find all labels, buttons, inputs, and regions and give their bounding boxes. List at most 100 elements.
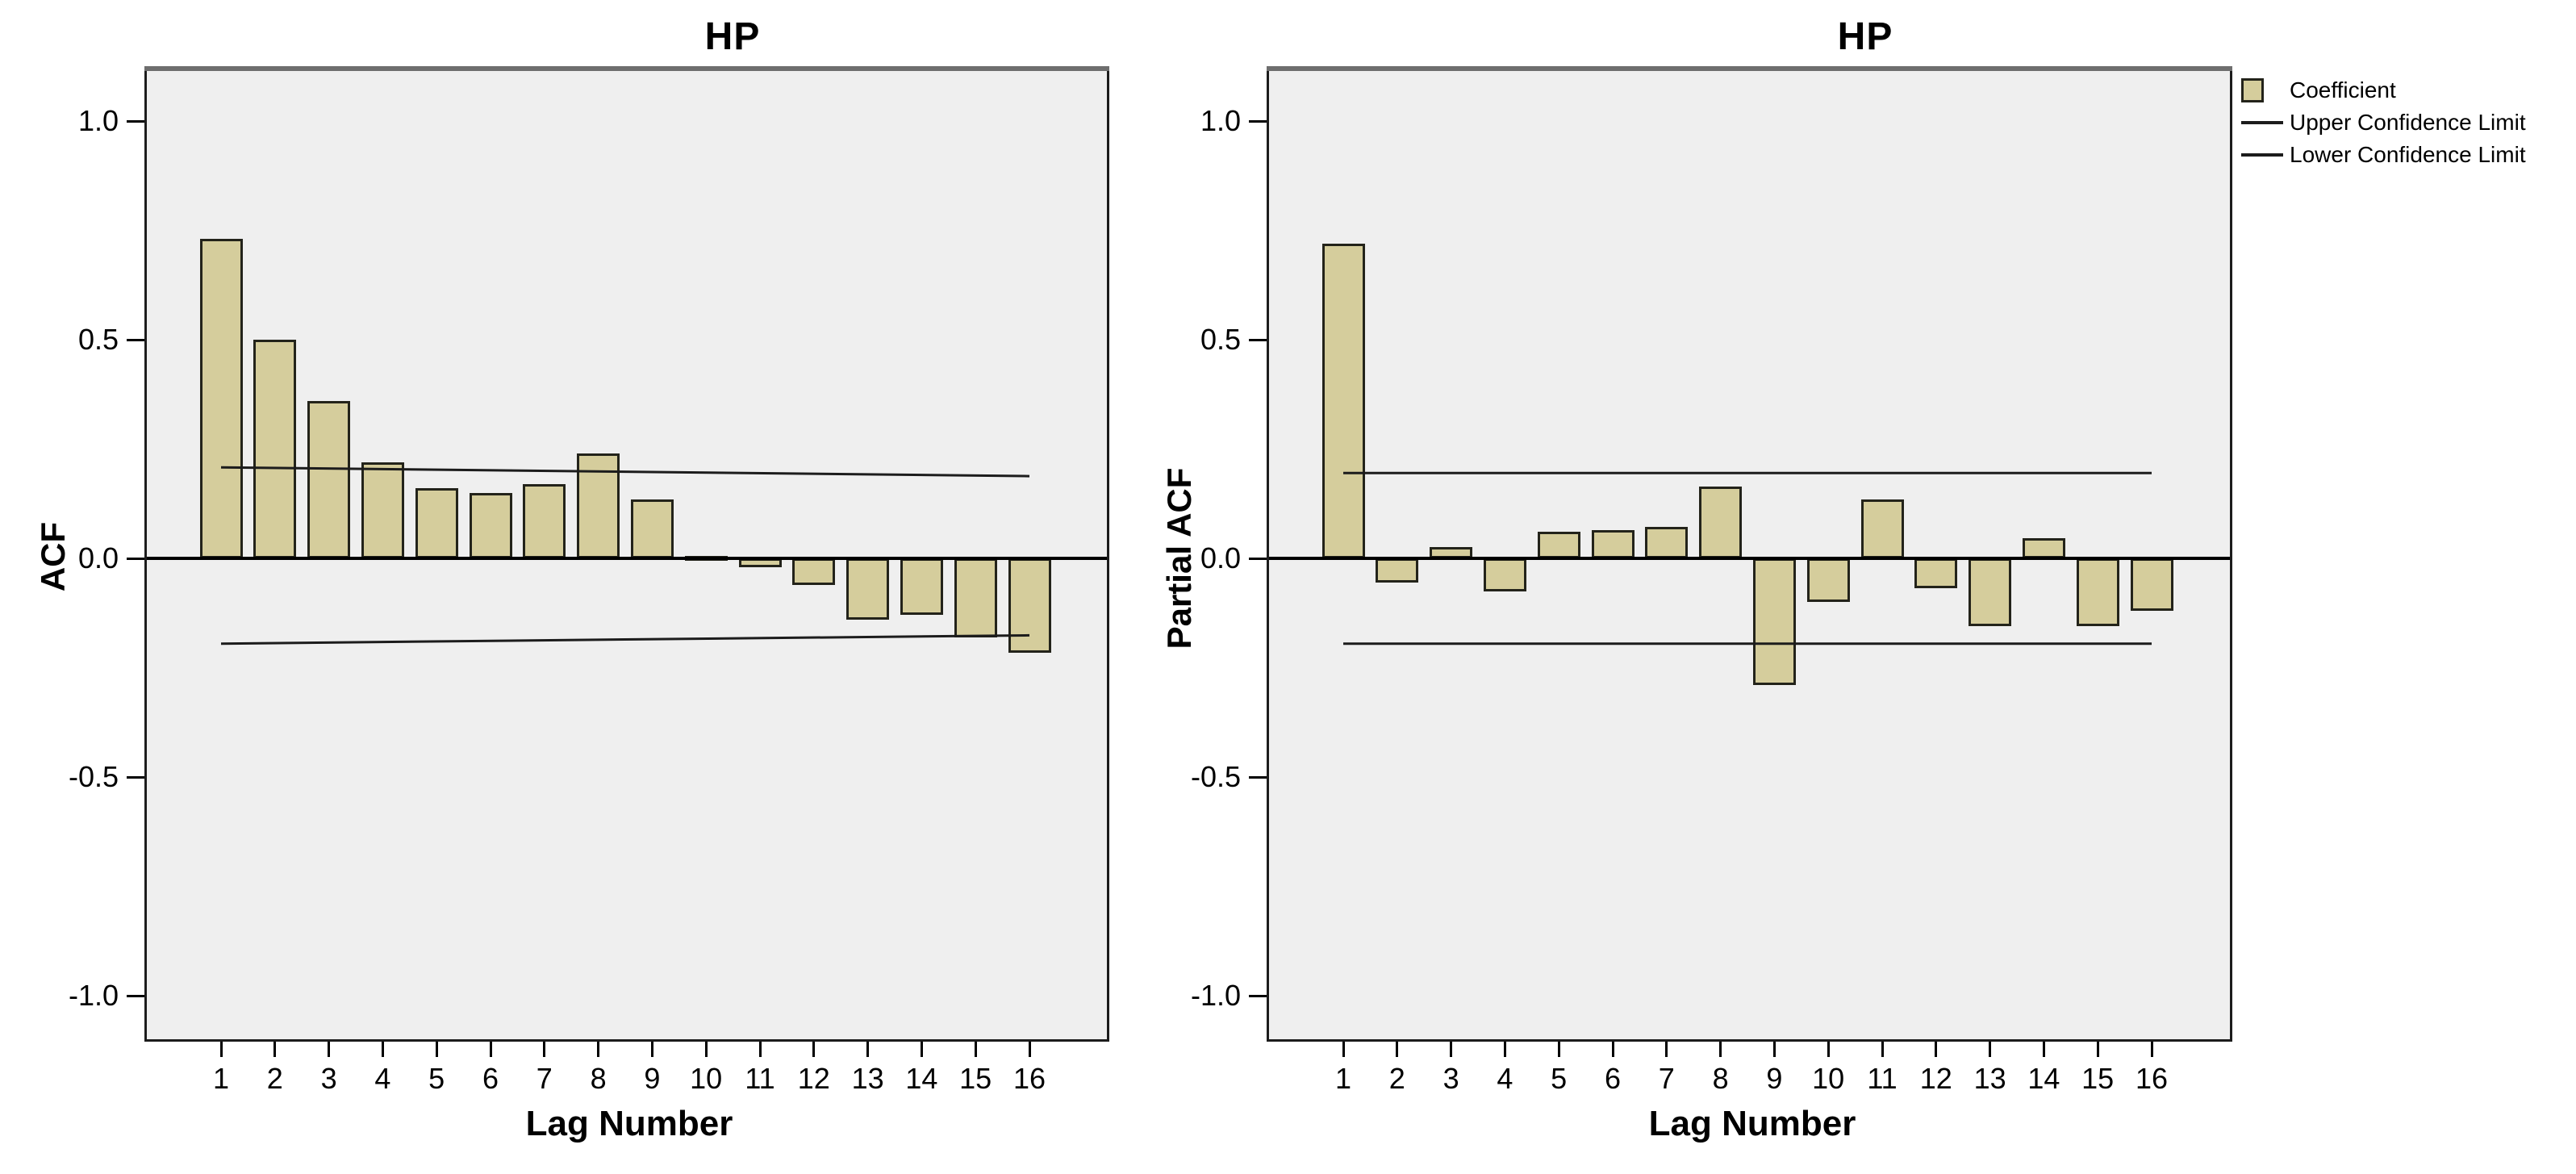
x-tick-label: 13 [1973, 1062, 2006, 1095]
y-tick-mark [1249, 119, 1267, 123]
x-tick-mark [704, 1042, 708, 1057]
confidence-limit-lines [1343, 471, 2152, 645]
x-tick-mark [2042, 1042, 2045, 1057]
x-tick-mark [1989, 1042, 1992, 1057]
bar-lag-12 [1914, 558, 1958, 588]
legend-label: Coefficient [2290, 77, 2396, 102]
x-axis-title: Lag Number [1648, 1104, 1856, 1143]
chart-title: HP [1837, 15, 1893, 58]
y-tick-label: -1.0 [68, 979, 119, 1012]
coefficient-swatch-icon [2241, 78, 2264, 102]
legend-label: Lower Confidence Limit [2290, 142, 2526, 167]
x-tick-mark [1396, 1042, 1399, 1057]
x-tick-mark [866, 1042, 870, 1057]
x-tick-label: 6 [482, 1062, 499, 1095]
plot-frame-right [1107, 71, 1109, 1039]
x-tick-mark [1772, 1042, 1776, 1057]
x-tick-label: 4 [374, 1062, 391, 1095]
x-tick-label: 16 [2135, 1062, 2169, 1095]
bar-lag-15 [954, 558, 997, 637]
y-tick-mark [127, 338, 144, 341]
y-tick-label: 0.5 [1200, 323, 1241, 356]
x-tick-mark [920, 1042, 923, 1057]
x-tick-label: 12 [1919, 1062, 1952, 1095]
plot-frame-top [1267, 66, 2232, 71]
legend: Coefficient Upper Confidence Limit Lower… [2241, 74, 2526, 171]
bar-lag-1 [199, 239, 243, 558]
y-tick-mark [127, 994, 144, 997]
x-tick-label: 1 [212, 1062, 230, 1095]
x-tick-mark [812, 1042, 816, 1057]
legend-item-lower-confidence-limit: Lower Confidence Limit [2241, 139, 2526, 171]
legend-item-coefficient: Coefficient [2241, 74, 2526, 107]
x-tick-label: 9 [644, 1062, 661, 1095]
x-tick-label: 5 [428, 1062, 445, 1095]
x-tick-label: 15 [959, 1062, 992, 1095]
plot-frame-top [144, 66, 1109, 71]
legend-item-upper-confidence-limit: Upper Confidence Limit [2241, 107, 2526, 139]
x-tick-label: 10 [690, 1062, 723, 1095]
bar-lag-7 [1645, 526, 1689, 558]
x-tick-label: 5 [1551, 1062, 1568, 1095]
x-tick-mark [1028, 1042, 1031, 1057]
bar-lag-10 [1806, 558, 1850, 603]
x-tick-label: 12 [797, 1062, 830, 1095]
bar-lag-12 [792, 558, 836, 585]
bar-lag-3 [307, 400, 351, 558]
x-tick-mark [2096, 1042, 2099, 1057]
x-tick-mark [597, 1042, 600, 1057]
y-tick-label: -0.5 [1190, 760, 1241, 793]
chart-title: HP [704, 15, 761, 58]
y-tick-label: -1.0 [1190, 979, 1241, 1012]
x-tick-label: 16 [1012, 1062, 1046, 1095]
plot-frame-left [1267, 71, 1269, 1039]
x-tick-mark [650, 1042, 653, 1057]
x-tick-label: 4 [1497, 1062, 1513, 1095]
x-tick-mark [1881, 1042, 1884, 1057]
x-tick-mark [1719, 1042, 1722, 1057]
x-tick-label: 11 [745, 1062, 775, 1095]
y-tick-label: 0.0 [77, 541, 119, 574]
x-tick-label: 6 [1604, 1062, 1622, 1095]
x-tick-label: 8 [1712, 1062, 1729, 1095]
x-tick-mark [543, 1042, 546, 1057]
x-tick-mark [1935, 1042, 1938, 1057]
x-tick-label: 2 [1388, 1062, 1405, 1095]
x-tick-label: 7 [536, 1062, 553, 1095]
lower-confidence-line-icon [2241, 153, 2283, 157]
x-tick-label: 7 [1658, 1062, 1675, 1095]
x-tick-label: 9 [1766, 1062, 1783, 1095]
y-tick-mark [1249, 994, 1267, 997]
x-tick-mark [1342, 1042, 1345, 1057]
plot-background [1269, 71, 2230, 1039]
x-tick-mark [435, 1042, 438, 1057]
x-tick-mark [1827, 1042, 1830, 1057]
y-tick-mark [1249, 775, 1267, 779]
y-tick-mark [127, 119, 144, 123]
bar-lag-4 [361, 462, 404, 558]
plot-frame-right [2230, 71, 2232, 1039]
y-tick-label: -0.5 [68, 760, 119, 793]
x-tick-mark [219, 1042, 223, 1057]
x-tick-mark [758, 1042, 762, 1057]
upper-confidence-limit-line [220, 466, 1030, 478]
x-tick-label: 2 [266, 1062, 283, 1095]
legend-label: Upper Confidence Limit [2290, 110, 2526, 135]
x-tick-label: 8 [590, 1062, 607, 1095]
x-tick-mark [2150, 1042, 2153, 1057]
bar-lag-13 [846, 558, 890, 620]
y-axis-title: Partial ACF [1160, 467, 1198, 650]
x-axis-title: Lag Number [525, 1104, 733, 1143]
bar-lag-9 [630, 499, 674, 558]
zero-axis-line [147, 557, 1107, 560]
bar-lag-16 [1008, 558, 1051, 653]
bar-lag-15 [2076, 558, 2119, 626]
x-tick-mark [1450, 1042, 1453, 1057]
lower-confidence-limit-line [220, 633, 1030, 645]
y-tick-mark [127, 775, 144, 779]
x-tick-label: 10 [1812, 1062, 1845, 1095]
x-tick-mark [1503, 1042, 1506, 1057]
